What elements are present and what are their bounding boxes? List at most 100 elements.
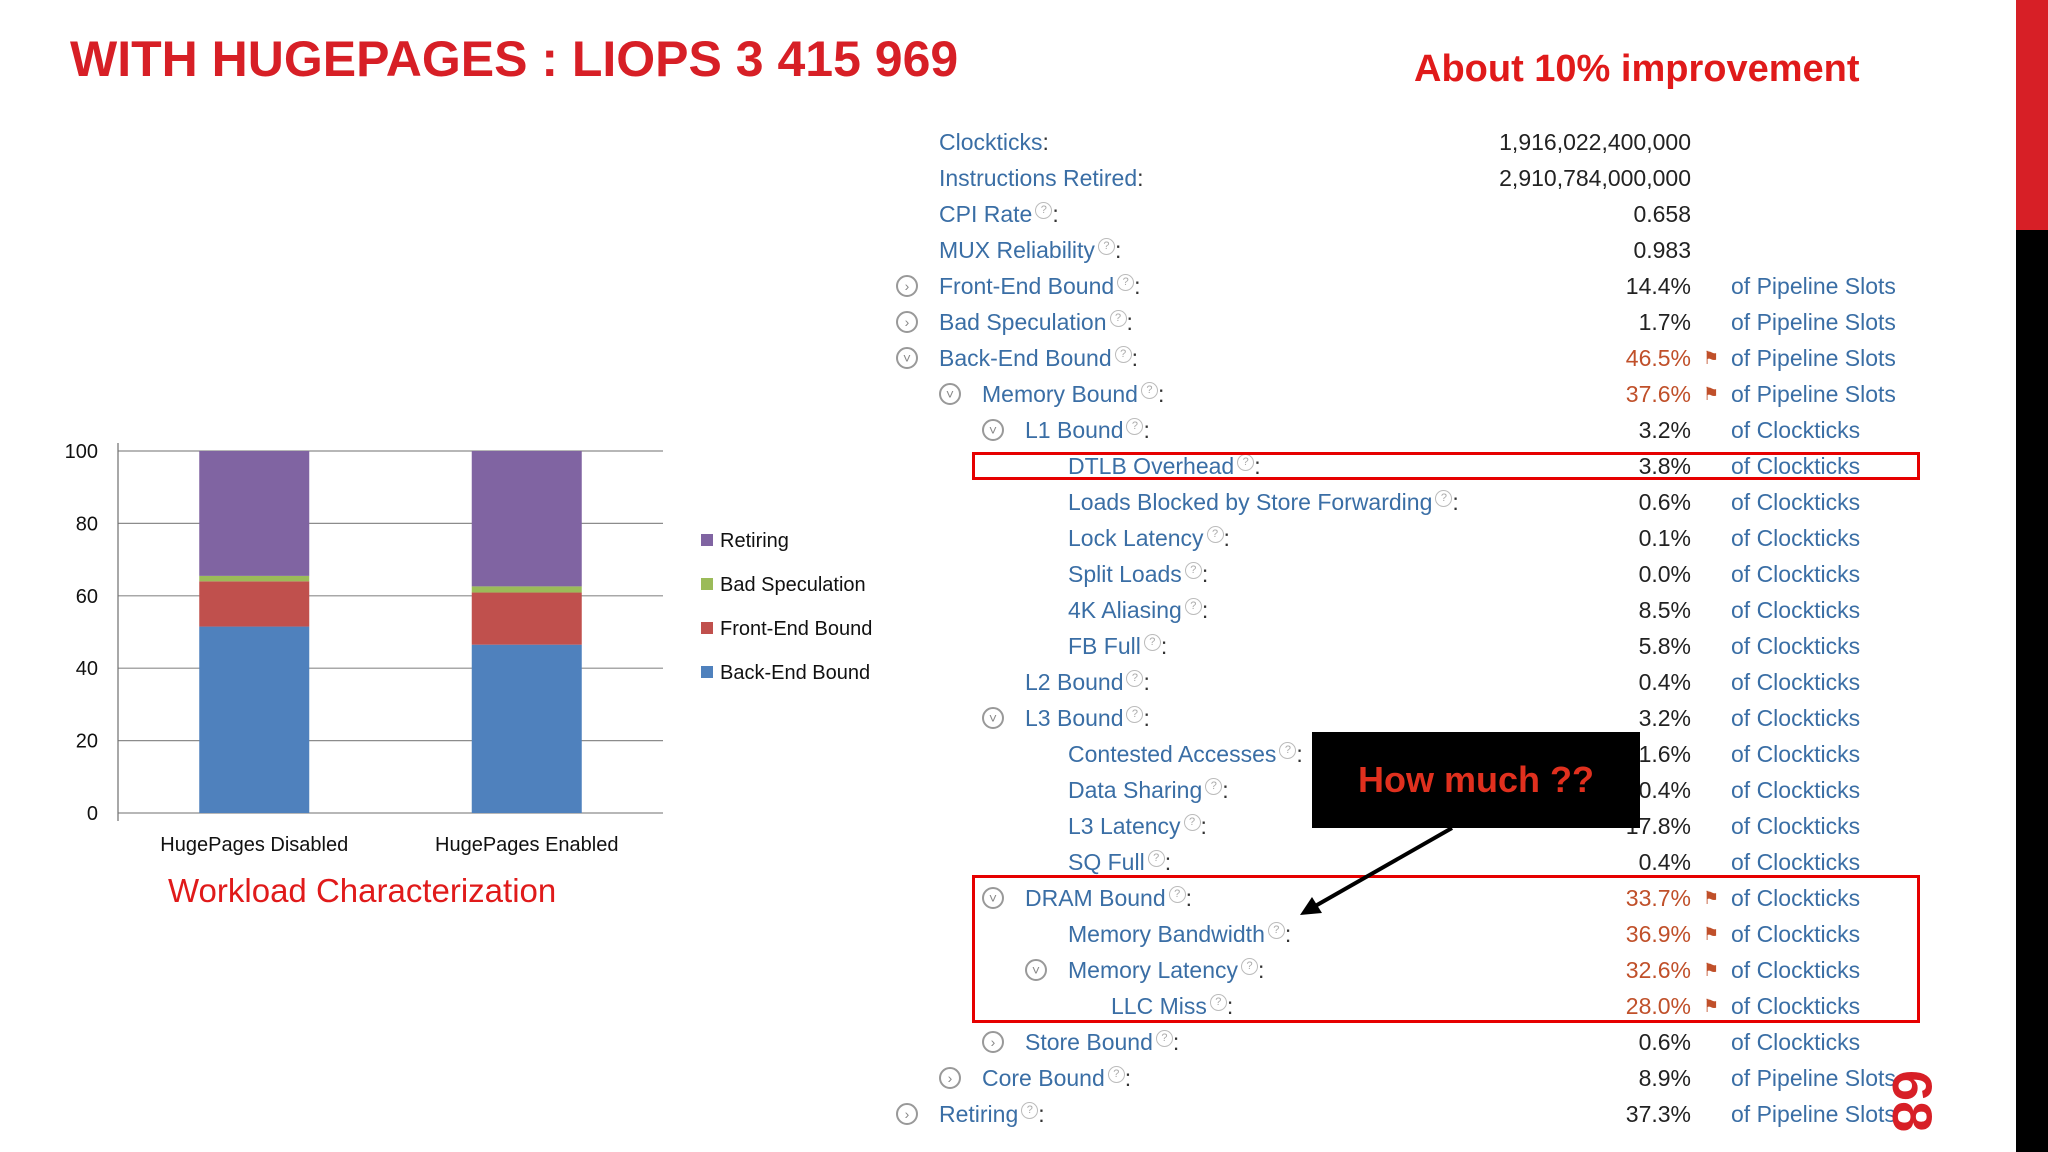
metric-row: Lock Latency?: 0.1% of Clockticks (0, 523, 1950, 553)
metric-label[interactable]: Bad Speculation?: (939, 307, 1133, 337)
expand-chevron-icon[interactable]: › (982, 1031, 1004, 1053)
metric-label[interactable]: Store Bound?: (1025, 1027, 1179, 1057)
metric-label[interactable]: LLC Miss?: (1111, 991, 1233, 1021)
expand-chevron-icon[interactable]: › (939, 1067, 961, 1089)
metric-unit: of Clockticks (1731, 669, 1861, 695)
metric-label[interactable]: DTLB Overhead?: (1068, 451, 1261, 481)
help-icon[interactable]: ? (1126, 670, 1144, 688)
metric-label[interactable]: Memory Bandwidth?: (1068, 919, 1291, 949)
expand-chevron-icon[interactable]: › (896, 275, 918, 297)
help-icon[interactable]: ? (1140, 382, 1158, 400)
help-icon[interactable]: ? (1147, 850, 1165, 868)
help-icon[interactable]: ? (1097, 238, 1115, 256)
collapse-chevron-icon[interactable]: ˅ (982, 419, 1004, 441)
help-icon[interactable]: ? (1143, 634, 1161, 652)
metric-label[interactable]: Loads Blocked by Store Forwarding?: (1068, 487, 1459, 517)
metric-row: LLC Miss?: 28.0% ⚑ of Clockticks (0, 991, 1950, 1021)
metric-label[interactable]: Lock Latency?: (1068, 523, 1230, 553)
collapse-chevron-icon[interactable]: ˅ (939, 383, 961, 405)
help-icon[interactable]: ? (1126, 706, 1144, 724)
metric-label[interactable]: SQ Full?: (1068, 847, 1171, 877)
metric-label-text: Loads Blocked by Store Forwarding (1068, 489, 1433, 515)
collapse-chevron-icon[interactable]: ˅ (982, 707, 1004, 729)
metric-row: DTLB Overhead?: 3.8% of Clockticks (0, 451, 1950, 481)
metric-value: 14.4% (1625, 273, 1691, 299)
help-icon[interactable]: ? (1206, 526, 1224, 544)
bar-segment (199, 575, 310, 582)
metric-label[interactable]: FB Full?: (1068, 631, 1167, 661)
metric-label[interactable]: DRAM Bound?: (1025, 883, 1192, 913)
metric-label[interactable]: MUX Reliability?: (939, 235, 1121, 265)
metric-label[interactable]: Clockticks: (939, 127, 1049, 157)
metric-label[interactable]: Split Loads?: (1068, 559, 1208, 589)
metric-value: 36.9% (1625, 921, 1691, 947)
help-icon[interactable]: ? (1241, 958, 1259, 976)
metric-label-text: Clockticks (939, 129, 1043, 155)
metric-label[interactable]: L1 Bound?: (1025, 415, 1150, 445)
help-icon[interactable]: ? (1114, 346, 1132, 364)
legend-entry: Back-End Bound (720, 662, 870, 684)
metric-unit: of Pipeline Slots (1731, 381, 1896, 407)
metric-value: 8.5% (1638, 597, 1691, 623)
help-icon[interactable]: ? (1035, 202, 1053, 220)
help-icon[interactable]: ? (1184, 598, 1202, 616)
metric-label-text: Lock Latency (1068, 525, 1204, 551)
label-colon: : (1172, 1029, 1180, 1055)
collapse-chevron-icon[interactable]: ˅ (1025, 959, 1047, 981)
metric-row: › Core Bound?: 8.9% of Pipeline Slots (0, 1063, 1950, 1093)
help-icon[interactable]: ? (1117, 274, 1135, 292)
help-icon[interactable]: ? (1209, 994, 1227, 1012)
metric-label[interactable]: L3 Latency?: (1068, 811, 1207, 841)
metric-label[interactable]: 4K Aliasing?: (1068, 595, 1208, 625)
metric-label[interactable]: Back-End Bound?: (939, 343, 1138, 373)
metric-label[interactable]: CPI Rate?: (939, 199, 1059, 229)
help-icon[interactable]: ? (1183, 814, 1201, 832)
help-icon[interactable]: ? (1155, 1030, 1173, 1048)
metric-row: MUX Reliability?: 0.983 (0, 235, 1950, 265)
metric-unit: of Clockticks (1731, 705, 1861, 731)
metric-row: Data Sharing?: 0.4% of Clockticks (0, 775, 1950, 805)
legend-swatch (701, 534, 713, 546)
help-icon[interactable]: ? (1184, 562, 1202, 580)
collapse-chevron-icon[interactable]: ˅ (982, 887, 1004, 909)
legend-swatch (701, 666, 713, 678)
label-colon: : (1222, 777, 1229, 803)
metric-row: ˅ DRAM Bound?: 33.7% ⚑ of Clockticks (0, 883, 1950, 913)
metric-unit: of Clockticks (1731, 525, 1861, 551)
metric-label[interactable]: Memory Latency?: (1068, 955, 1264, 985)
metric-row: ˅ L3 Bound?: 3.2% of Clockticks (0, 703, 1950, 733)
metric-value: 46.5% (1625, 345, 1691, 371)
label-colon: : (1124, 1065, 1132, 1091)
collapse-chevron-icon[interactable]: ˅ (896, 347, 918, 369)
help-icon[interactable]: ? (1107, 1066, 1125, 1084)
metric-label[interactable]: Retiring?: (939, 1099, 1045, 1129)
metric-label-text: L2 Bound (1025, 669, 1124, 695)
help-icon[interactable]: ? (1109, 310, 1127, 328)
metric-label[interactable]: Front-End Bound?: (939, 271, 1141, 301)
expand-chevron-icon[interactable]: › (896, 1103, 918, 1125)
metric-label[interactable]: L3 Bound?: (1025, 703, 1150, 733)
help-icon[interactable]: ? (1267, 922, 1285, 940)
help-icon[interactable]: ? (1126, 418, 1144, 436)
metric-label[interactable]: Memory Bound?: (982, 379, 1164, 409)
workload-chart: 0 20 40 60 80 100 HugePages Disabled HugePages … (65, 441, 873, 856)
metric-label[interactable]: Core Bound?: (982, 1063, 1131, 1093)
help-icon[interactable]: ? (1205, 778, 1223, 796)
expand-chevron-icon[interactable]: › (896, 311, 918, 333)
metric-row: ˅ Back-End Bound?: 46.5% ⚑ of Pipeline Slots (0, 343, 1950, 373)
help-icon[interactable]: ? (1435, 490, 1453, 508)
metric-row: Contested Accesses?: 1.6% of Clockticks (0, 739, 1950, 769)
metric-label[interactable]: Contested Accesses?: (1068, 739, 1303, 769)
metric-value: 32.6% (1625, 957, 1691, 983)
help-icon[interactable]: ? (1279, 742, 1297, 760)
metric-label[interactable]: Instructions Retired: (939, 163, 1144, 193)
metric-value: 1,916,022,400,000 (1499, 129, 1691, 155)
label-colon: : (1258, 957, 1265, 983)
metric-row: Instructions Retired: 2,910,784,000,000 (0, 163, 1950, 193)
label-colon: : (1157, 381, 1165, 407)
help-icon[interactable]: ? (1168, 886, 1186, 904)
metric-label[interactable]: Data Sharing?: (1068, 775, 1229, 805)
help-icon[interactable]: ? (1021, 1102, 1039, 1120)
metric-label[interactable]: L2 Bound?: (1025, 667, 1150, 697)
metric-label-text: FB Full (1068, 633, 1141, 659)
